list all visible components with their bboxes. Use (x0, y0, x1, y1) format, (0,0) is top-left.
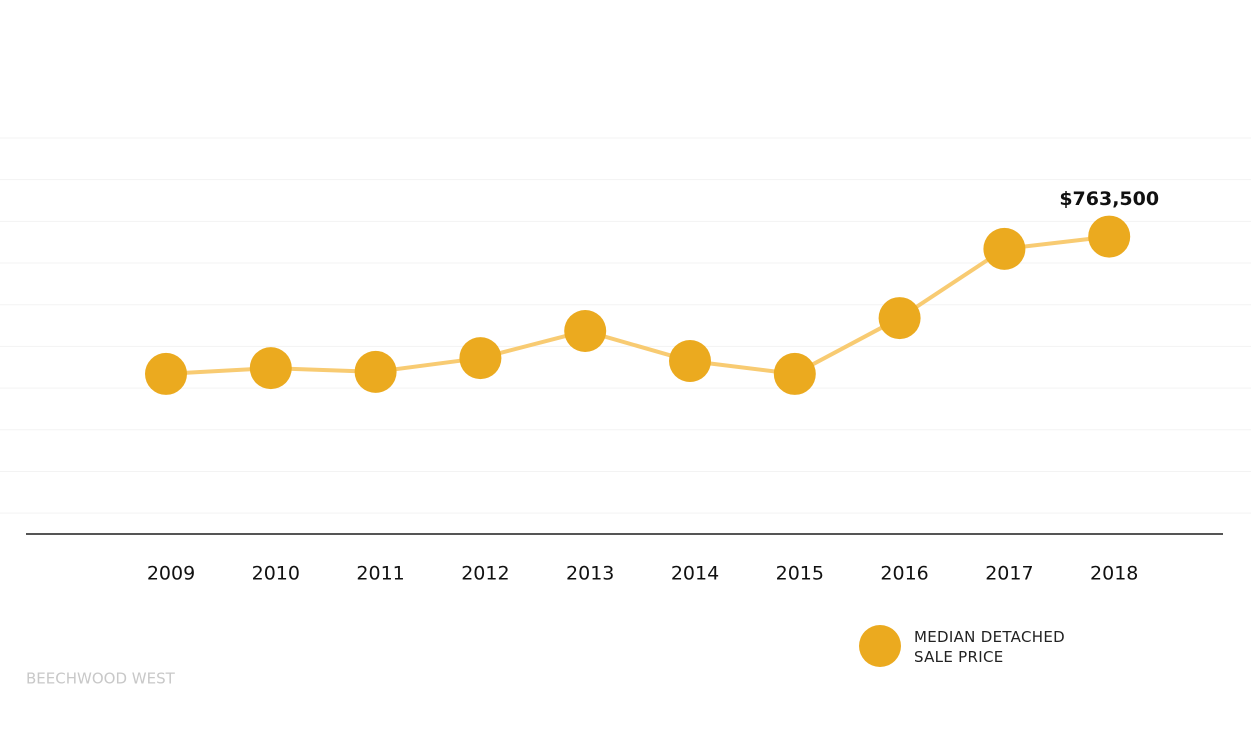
footer: BEECHWOOD WEST (26, 670, 176, 688)
x-tick-label: 2009 (147, 563, 195, 585)
data-point (773, 352, 816, 395)
data-point (459, 337, 502, 380)
data-point (145, 352, 187, 395)
series-line (165, 234, 1110, 376)
legend-label: MEDIAN DETACHED SALE PRICE (914, 628, 1065, 666)
data-point (983, 227, 1026, 270)
x-tick-label: 2018 (1090, 563, 1138, 585)
data-point (249, 347, 292, 390)
data-label: $763,500 (1059, 188, 1159, 210)
data-point (354, 350, 397, 393)
legend-marker (859, 625, 901, 667)
x-tick-label: 2017 (985, 563, 1033, 585)
x-tick-label: 2013 (566, 563, 614, 585)
x-tick-label: 2010 (252, 563, 300, 585)
data-point (1088, 215, 1131, 258)
data-point (669, 340, 711, 383)
data-point (564, 309, 607, 352)
x-tick-label: 2012 (461, 563, 509, 585)
data-point (878, 297, 921, 340)
x-tick-label: 2011 (356, 563, 404, 585)
x-tick-label: 2016 (880, 563, 928, 585)
legend-text: MEDIAN DETACHED SALE PRICE (914, 628, 1065, 666)
x-tick-label: 2015 (776, 563, 824, 585)
x-tick-label: 2014 (671, 563, 719, 585)
